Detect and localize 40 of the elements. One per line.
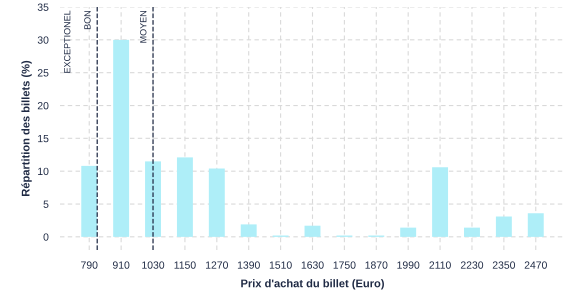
bar: [81, 166, 98, 237]
bar: [400, 228, 416, 237]
x-tick-label: 910: [112, 261, 130, 269]
annotation: EXCEPTIONEL: [64, 10, 70, 73]
y-tick-label: 30: [38, 36, 48, 44]
bar: [304, 226, 320, 237]
x-tick-label: 1030: [142, 261, 164, 269]
x-tick-label: 2350: [492, 261, 516, 269]
x-tick-label: 1990: [397, 261, 420, 269]
x-tick-label: 1630: [302, 261, 324, 269]
bar: [432, 167, 448, 237]
x-tick-label: 1390: [238, 261, 260, 269]
x-tick-label: 2230: [460, 261, 484, 269]
bar: [240, 224, 257, 237]
bar: [145, 161, 161, 237]
y-tick-label: 10: [38, 168, 48, 176]
bar: [113, 40, 130, 237]
x-tick-label: 2470: [524, 261, 547, 269]
y-tick-label: 5: [44, 200, 48, 208]
x-axis-title: Prix d'achat du billet (Euro): [241, 279, 384, 290]
ref-line-label: MOYEN: [140, 11, 146, 43]
bar: [176, 157, 193, 237]
y-axis-title: Répartition des billets (%): [21, 60, 32, 196]
x-tick-label: 1270: [206, 261, 228, 269]
x-tick-label: 1510: [270, 261, 292, 269]
bar: [464, 228, 480, 237]
y-tick-label: 25: [38, 69, 48, 77]
x-tick-label: 790: [81, 261, 98, 269]
y-tick-label: 15: [38, 134, 48, 142]
ref-line-label: BON: [84, 11, 91, 30]
bar: [496, 216, 512, 237]
y-tick-label: 20: [38, 102, 48, 110]
x-tick-label: 1870: [366, 261, 388, 269]
x-tick-label: 1150: [174, 261, 196, 269]
y-tick-label: 0: [44, 233, 48, 241]
y-tick-label: 35: [38, 4, 48, 11]
x-tick-label: 2110: [429, 261, 451, 269]
bar: [208, 168, 225, 237]
x-tick-label: 1750: [334, 261, 356, 269]
bar: [528, 213, 544, 237]
